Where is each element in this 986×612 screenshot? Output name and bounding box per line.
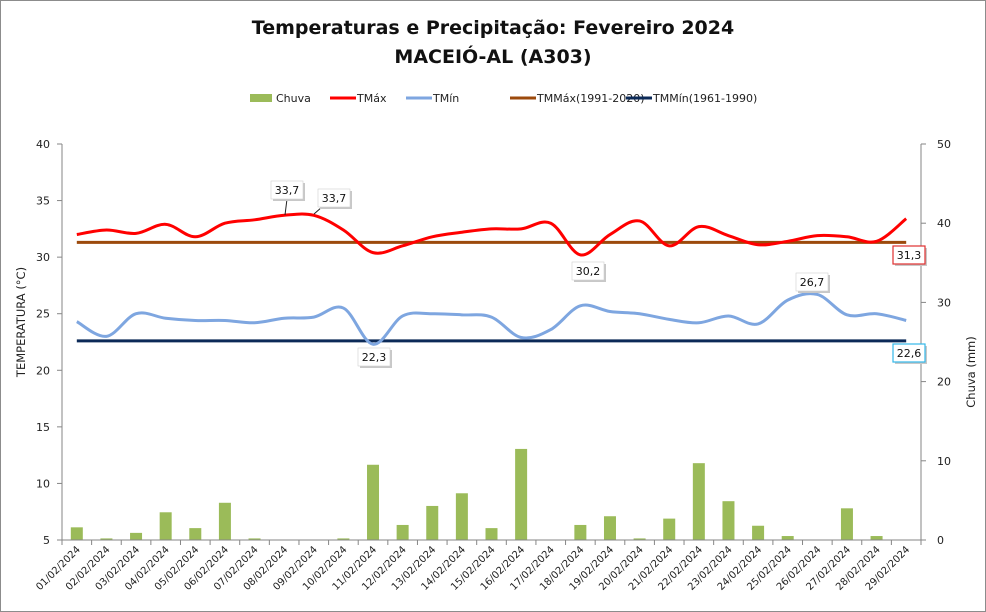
label-box xyxy=(795,272,829,292)
legend-swatch-chuva xyxy=(250,94,272,102)
bar-chuva xyxy=(515,448,528,540)
bar-chuva xyxy=(367,464,380,540)
y2-tick-label: 20 xyxy=(937,376,951,389)
bar-chuva xyxy=(159,512,172,540)
label-leader-line xyxy=(284,198,288,216)
bar-chuva xyxy=(130,532,143,540)
line-tmin xyxy=(76,292,907,346)
legend-label: TMáx xyxy=(356,92,387,105)
legend-label: TMMáx(1991-2020) xyxy=(536,92,645,105)
bar-chuva xyxy=(574,524,587,540)
y-axis-title: TEMPERATURA (°C) xyxy=(14,267,28,378)
y2-tick-label: 10 xyxy=(937,455,951,468)
bar-chuva xyxy=(722,501,735,540)
bar-chuva xyxy=(396,524,409,540)
y-tick-label: 25 xyxy=(36,308,50,321)
bar-chuva xyxy=(663,518,676,540)
chart-title: Temperaturas e Precipitação: Fevereiro 2… xyxy=(251,17,735,39)
y-tick-label: 30 xyxy=(36,251,50,264)
bar-chuva xyxy=(781,536,794,540)
legend-label: TMín xyxy=(432,92,459,105)
data-label: 22,6 xyxy=(897,347,922,360)
data-label: 33,7 xyxy=(322,192,347,205)
data-label: 33,7 xyxy=(275,184,300,197)
y2-tick-label: 40 xyxy=(937,217,951,230)
y2-tick-label: 50 xyxy=(937,138,951,151)
legend-label: Chuva xyxy=(276,92,311,105)
lines xyxy=(76,212,908,346)
bars-chuva xyxy=(70,448,883,540)
bar-chuva xyxy=(752,525,765,540)
y2-tick-label: 0 xyxy=(937,534,944,547)
legend: Chuva TMáx TMín TMMáx(1991-2020) TMMín(1961-… xyxy=(250,92,757,105)
bar-chuva xyxy=(218,502,231,540)
bar-chuva xyxy=(840,508,853,540)
y-tick-label: 10 xyxy=(36,477,50,490)
data-label: 22,3 xyxy=(362,351,387,364)
y-tick-label: 35 xyxy=(36,195,50,208)
y-tick-label: 15 xyxy=(36,421,50,434)
label-box xyxy=(357,347,391,367)
bar-chuva xyxy=(337,538,350,540)
label-box xyxy=(571,261,605,281)
axes: 5101520253035400102030405001/02/202402/0… xyxy=(14,138,978,593)
label-box xyxy=(892,245,926,265)
data-label: 31,3 xyxy=(897,249,922,262)
bar-chuva xyxy=(633,538,646,540)
bar-chuva xyxy=(426,505,439,540)
bar-chuva xyxy=(870,536,883,540)
chart-subtitle: MACEIÓ-AL (A303) xyxy=(394,46,592,68)
bar-chuva xyxy=(100,538,113,540)
label-box xyxy=(317,188,351,208)
data-label: 26,7 xyxy=(800,276,825,289)
y-tick-label: 20 xyxy=(36,364,50,377)
label-box xyxy=(892,343,926,363)
bar-chuva xyxy=(692,463,705,540)
line-tmax xyxy=(76,212,908,257)
bar-chuva xyxy=(248,538,261,540)
y2-tick-label: 30 xyxy=(937,296,951,309)
data-labels: 33,7 33,7 30,2 22,3 26,7 31,3 22,6 xyxy=(270,180,927,368)
legend-label: TMMín(1961-1990) xyxy=(652,92,757,105)
bar-chuva xyxy=(485,528,498,540)
label-box xyxy=(270,180,304,200)
y-tick-label: 40 xyxy=(36,138,50,151)
y2-axis-title: Chuva (mm) xyxy=(964,336,978,408)
y-tick-label: 5 xyxy=(43,534,50,547)
data-label: 30,2 xyxy=(576,265,601,278)
bar-chuva xyxy=(603,516,616,540)
bar-chuva xyxy=(189,528,202,540)
bar-chuva xyxy=(455,493,468,540)
bar-chuva xyxy=(70,527,83,540)
